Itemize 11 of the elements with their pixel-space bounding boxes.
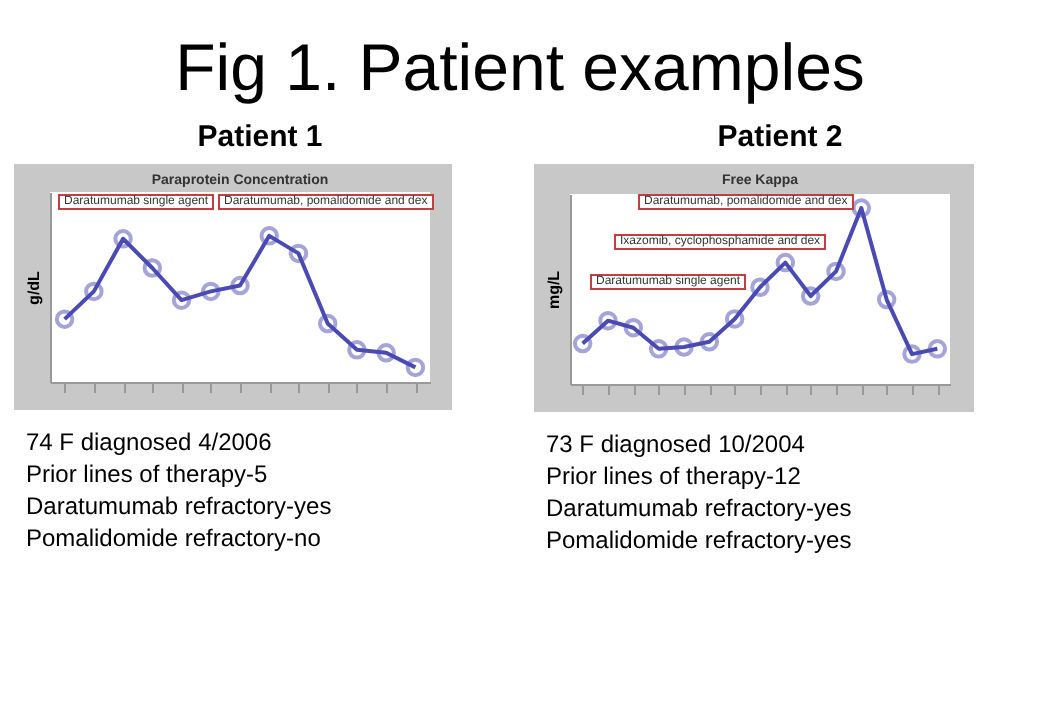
chart-title: Patient 1 bbox=[195, 120, 325, 158]
y-axis-title: g/dL bbox=[25, 270, 43, 305]
chart-title: Patient 2 bbox=[715, 120, 845, 158]
y-axis-title: mg/L bbox=[545, 270, 563, 310]
text: 73 F diagnosed 10/2004 Prior lines of therapy-12 Daratumumab refractory-yes Pomalidomide refractory-yes bbox=[544, 428, 854, 556]
text: Fig 1. Patient examples bbox=[173, 28, 867, 108]
text: 74 F diagnosed 4/2006 Prior lines of therapy-5 Daratumumab refractory-yes Pomalidomide refractory-no bbox=[24, 426, 334, 554]
point bbox=[750, 277, 770, 297]
point bbox=[317, 313, 338, 334]
point bbox=[724, 309, 745, 329]
point bbox=[826, 261, 846, 282]
